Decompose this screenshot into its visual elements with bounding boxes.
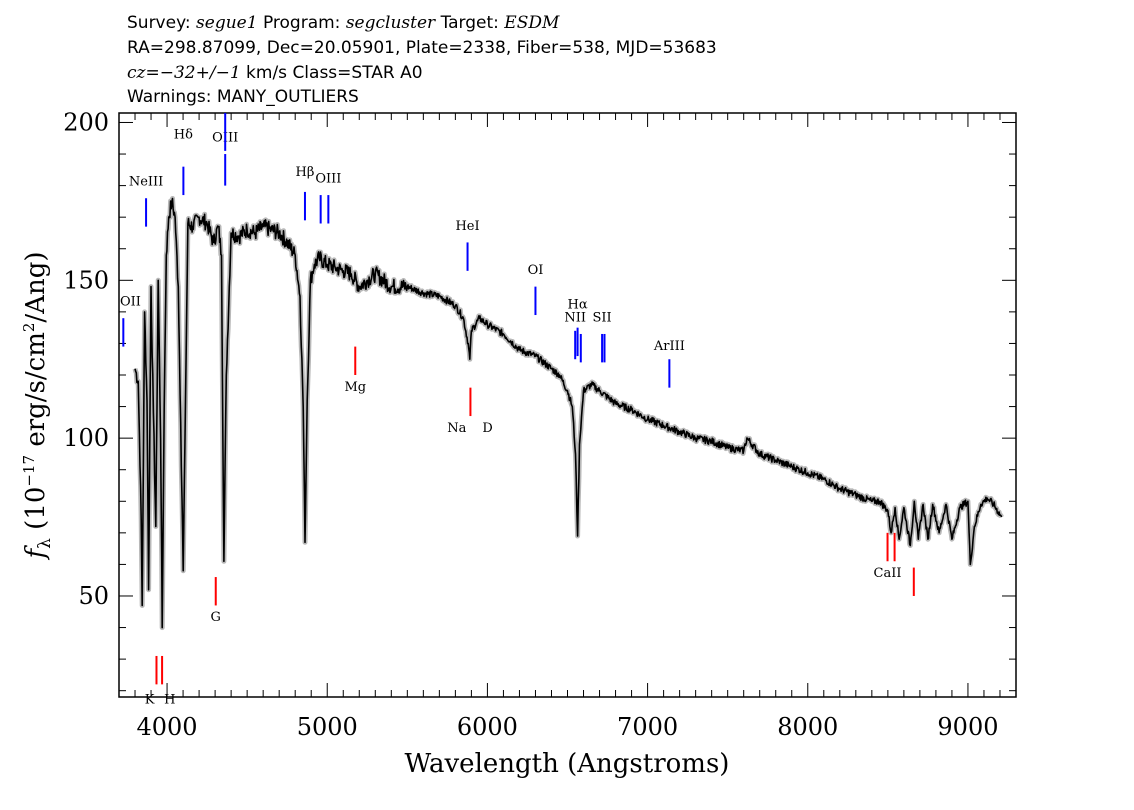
- axis-ticks: 4000 5000 6000 7000 8000 9000 50 100 150 200: [63, 108, 1017, 741]
- absorption-line-label: CaII: [874, 566, 902, 581]
- header-line-2: RA=298.87099, Dec=20.05901, Plate=2338, …: [127, 38, 717, 58]
- plot-frame: [118, 112, 1017, 698]
- y-tick-label: 200: [63, 108, 109, 136]
- x-tick-label: 5000: [297, 713, 358, 741]
- emission-line-label: ArIII: [653, 339, 685, 354]
- absorption-line-label: K: [145, 692, 155, 707]
- emission-line-label: OI: [528, 263, 544, 278]
- y-tick-label: 150: [63, 266, 109, 294]
- y-axis-title: fλ (10−17 erg/s/cm2/Ang): [20, 252, 55, 561]
- emission-line-label: HeI: [455, 219, 479, 234]
- header-line-4: Warnings: MANY_OUTLIERS: [127, 87, 359, 107]
- svg-text:fλ (10−17 erg/s/cm2/Ang): fλ (10−17 erg/s/cm2/Ang): [20, 252, 55, 561]
- error-band: [132, 196, 1004, 631]
- spectrum-line: [134, 197, 1003, 629]
- emission-line-label: SII: [593, 310, 612, 325]
- absorption-line-label: Mg: [344, 380, 366, 395]
- x-tick-label: 6000: [457, 713, 518, 741]
- header-line-3: cz=−32+/−1 km/s Class=STAR A0: [127, 63, 423, 83]
- x-tick-label: 8000: [777, 713, 838, 741]
- emission-line-label: NeIII: [129, 175, 163, 190]
- absorption-line-label: G: [211, 610, 221, 625]
- absorption-line-label: D: [482, 421, 492, 436]
- spectral-line-markers: OIINeIIIHδOIIIHβOIIIHeIOINIIHαSIIArIIIKH…: [120, 113, 915, 707]
- absorption-line-label: H: [164, 692, 175, 707]
- x-tick-label: 4000: [137, 713, 198, 741]
- emission-line-label: Hβ: [296, 165, 315, 180]
- emission-line-label: NII: [564, 310, 586, 325]
- y-tick-label: 100: [63, 424, 109, 452]
- emission-line-label: Hα: [568, 298, 588, 313]
- chart-header: Survey: segue1 Program: segcluster Targe…: [127, 13, 717, 107]
- emission-line-label: Hδ: [174, 127, 193, 142]
- spectrum-series: [132, 196, 1004, 631]
- x-axis-title: Wavelength (Angstroms): [405, 749, 730, 779]
- x-tick-label: 9000: [937, 713, 998, 741]
- header-line-1: Survey: segue1 Program: segcluster Targe…: [127, 13, 560, 33]
- absorption-line-label: Na: [447, 421, 466, 436]
- emission-line-label: OIII: [315, 171, 341, 186]
- x-tick-label: 7000: [617, 713, 678, 741]
- emission-line-label: OII: [120, 295, 141, 310]
- y-tick-label: 50: [78, 582, 109, 610]
